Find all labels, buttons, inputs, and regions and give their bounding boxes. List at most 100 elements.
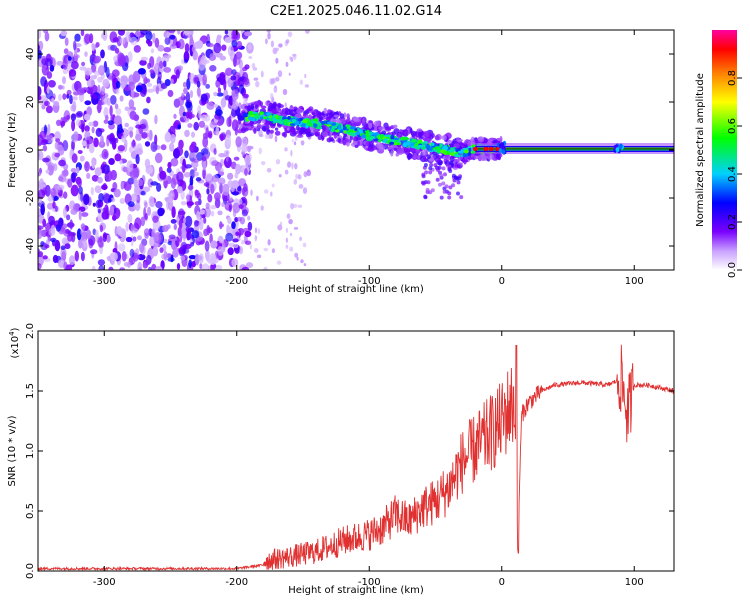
noise-speckle	[104, 204, 109, 216]
noise-speckle	[73, 131, 79, 140]
noise-speckle	[47, 195, 54, 202]
noise-speckle	[168, 30, 176, 33]
doppler-core	[371, 132, 375, 136]
noise-speckle	[115, 87, 120, 95]
x-tick-label: -100	[358, 276, 381, 287]
doppler-halo	[439, 195, 444, 200]
noise-speckle	[129, 36, 138, 46]
noise-speckle	[242, 186, 249, 197]
noise-speckle	[184, 215, 193, 228]
doppler-halo	[285, 107, 289, 113]
spectrogram-y-label: Frequency (Hz)	[7, 112, 18, 188]
noise-speckle	[254, 235, 257, 242]
noise-speckle	[242, 93, 249, 99]
noise-speckle	[184, 164, 192, 169]
doppler-halo	[416, 128, 423, 133]
doppler-core	[451, 147, 455, 153]
doppler-halo	[433, 163, 438, 168]
noise-speckle	[81, 123, 85, 133]
noise-speckle	[196, 40, 204, 49]
noise-speckle	[110, 252, 118, 262]
doppler-halo	[452, 178, 457, 183]
doppler-halo	[428, 166, 433, 171]
noise-speckle	[269, 92, 274, 100]
noise-speckle	[77, 150, 83, 154]
noise-speckle	[51, 98, 55, 104]
noise-speckle	[293, 226, 299, 230]
noise-speckle	[306, 169, 312, 177]
doppler-core	[309, 123, 314, 127]
noise-speckle	[186, 193, 190, 202]
noise-speckle	[183, 30, 190, 36]
noise-speckle	[97, 208, 101, 214]
doppler-halo	[464, 159, 468, 163]
noise-speckle	[149, 129, 153, 141]
noise-speckle	[157, 44, 165, 52]
doppler-halo	[428, 170, 433, 175]
doppler-halo	[426, 180, 431, 185]
noise-speckle	[62, 93, 67, 100]
doppler-halo	[441, 181, 446, 186]
noise-speckle	[206, 188, 210, 195]
doppler-halo	[244, 105, 249, 109]
noise-speckle	[85, 229, 92, 239]
noise-speckle	[62, 191, 68, 199]
noise-speckle	[81, 61, 86, 67]
doppler-halo	[346, 113, 350, 119]
noise-speckle	[133, 204, 141, 211]
doppler-core	[375, 132, 380, 136]
noise-speckle	[185, 91, 191, 104]
doppler-halo	[449, 155, 455, 163]
noise-speckle	[209, 121, 218, 129]
noise-speckle	[40, 76, 47, 87]
doppler-halo	[333, 114, 340, 118]
noise-speckle	[65, 264, 73, 270]
noise-speckle	[244, 31, 253, 37]
noise-speckle	[66, 89, 72, 96]
noise-speckle	[155, 266, 163, 270]
noise-speckle	[289, 246, 294, 252]
doppler-halo	[283, 131, 287, 138]
doppler-halo	[373, 120, 381, 127]
noise-speckle	[80, 223, 86, 231]
noise-speckle	[86, 78, 95, 88]
noise-speckle	[236, 40, 243, 49]
noise-speckle	[83, 194, 90, 206]
noise-speckle	[102, 232, 108, 243]
noise-speckle	[289, 232, 293, 237]
y-tick-label: 1.0	[25, 443, 36, 459]
doppler-core	[355, 131, 361, 135]
noise-speckle	[171, 206, 176, 219]
noise-speckle	[167, 192, 174, 198]
noise-speckle	[92, 202, 96, 207]
noise-speckle	[271, 248, 275, 254]
doppler-peak	[472, 147, 478, 151]
noise-speckle	[186, 78, 191, 90]
noise-speckle	[287, 31, 293, 38]
doppler-halo	[261, 119, 266, 124]
noise-speckle	[97, 103, 102, 114]
noise-speckle	[58, 217, 64, 227]
noise-speckle	[98, 65, 105, 76]
noise-speckle	[58, 84, 63, 90]
doppler-core	[272, 117, 277, 122]
doppler-halo	[441, 135, 447, 141]
noise-speckle	[274, 135, 278, 143]
noise-speckle	[187, 123, 193, 128]
noise-speckle	[91, 159, 96, 169]
noise-speckle	[166, 30, 170, 39]
noise-speckle	[39, 130, 47, 139]
noise-speckle	[38, 189, 46, 199]
x-tick-label: -200	[225, 577, 248, 588]
noise-speckle	[56, 119, 62, 127]
noise-speckle	[69, 255, 75, 266]
noise-speckle	[75, 119, 81, 127]
noise-speckle	[109, 132, 115, 145]
noise-speckle	[60, 245, 66, 250]
noise-speckle	[183, 217, 186, 224]
noise-speckle	[146, 96, 151, 104]
noise-speckle	[184, 150, 189, 159]
noise-speckle	[154, 37, 160, 48]
noise-speckle	[203, 228, 209, 237]
doppler-core	[300, 123, 307, 128]
